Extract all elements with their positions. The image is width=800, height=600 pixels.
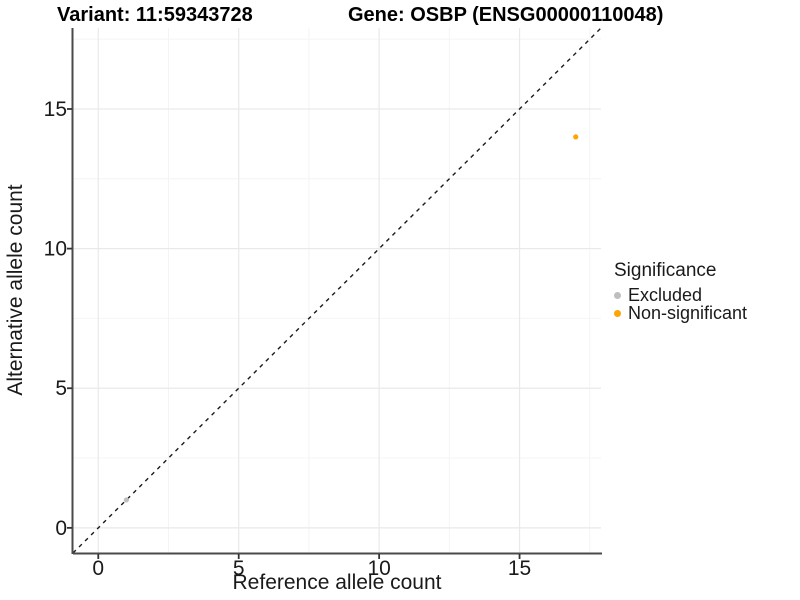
data-point-excluded (123, 497, 129, 503)
plot-title-gene: Gene: OSBP (ENSG00000110048) (348, 4, 664, 26)
legend-label-non-significant: Non-significant (628, 302, 748, 323)
y-axis-title: Alternative allele count (4, 184, 27, 396)
y-tick-label: 15 (44, 98, 67, 121)
legend-title: Significance (614, 260, 717, 281)
legend-entry-excluded: Excluded (614, 284, 747, 305)
data-point-non-significant (573, 134, 579, 140)
plot-title-variant: Variant: 11:59343728 (57, 4, 253, 26)
legend-entry-non-significant: Non-significant (614, 302, 748, 323)
x-tick-label: 5 (233, 557, 245, 580)
y-tick-label: 10 (44, 238, 67, 261)
y-tick-label: 0 (55, 517, 67, 540)
y-tick-label: 5 (55, 377, 67, 400)
x-tick-label: 0 (92, 557, 104, 580)
legend: Significance Excluded Non-significant (614, 260, 748, 323)
legend-label-excluded: Excluded (628, 284, 703, 305)
identity-reference-line (73, 28, 601, 553)
x-tick-label: 10 (367, 557, 390, 580)
x-axis-title: Reference allele count (232, 571, 442, 594)
non-significant-swatch-icon (614, 309, 621, 317)
x-tick-label: 15 (508, 557, 531, 580)
excluded-swatch-icon (614, 291, 621, 299)
